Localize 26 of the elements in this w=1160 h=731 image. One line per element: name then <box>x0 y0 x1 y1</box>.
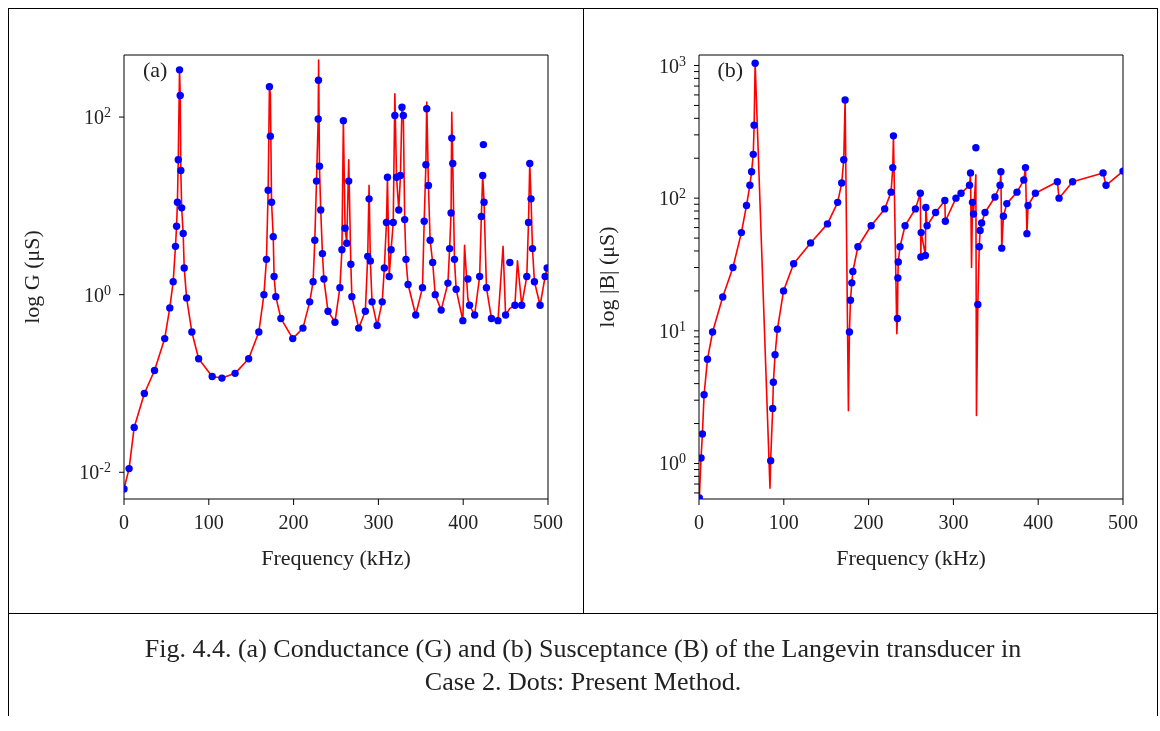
x-axis-title: Frequency (kHz) <box>835 545 986 570</box>
y-tick-label: 10$^{0}$ <box>84 282 111 306</box>
x-axis-title: Frequency (kHz) <box>261 545 411 570</box>
y-axis-title: log G (μS) <box>18 230 44 324</box>
caption: Fig. 4.4. (a) Conductance (G) and (b) Susceptance (B) of the Langevin transducer in Case 2. Dots: Present Method. <box>143 633 1023 698</box>
x-tick-label: 100 <box>193 511 224 534</box>
x-tick-label: 400 <box>448 511 479 534</box>
y-tick-label: 10$^{2}$ <box>84 104 111 129</box>
chart-title: (b) <box>717 57 744 83</box>
y-tick-label: 10$^{-2}$ <box>79 459 111 484</box>
x-tick-label: 300 <box>937 511 968 534</box>
x-tick-label: 500 <box>533 511 563 534</box>
x-tick-label: 100 <box>768 511 799 534</box>
y-tick-label: 10$^{1}$ <box>658 318 686 342</box>
x-tick-label: 500 <box>1107 511 1138 534</box>
y-tick-label: 10$^{3}$ <box>658 53 686 77</box>
x-tick-label: 0 <box>119 511 129 534</box>
y-tick-label: 10$^{2}$ <box>658 185 686 210</box>
y-tick-label: 10$^{0}$ <box>658 451 686 475</box>
chart-title: (a) <box>143 57 168 83</box>
y-axis-title: log |B| (μS) <box>593 226 619 328</box>
x-tick-label: 0 <box>693 511 704 534</box>
x-tick-label: 400 <box>1022 511 1053 534</box>
x-tick-label: 200 <box>278 511 309 534</box>
x-tick-label: 300 <box>363 511 394 534</box>
x-tick-label: 200 <box>853 511 884 534</box>
